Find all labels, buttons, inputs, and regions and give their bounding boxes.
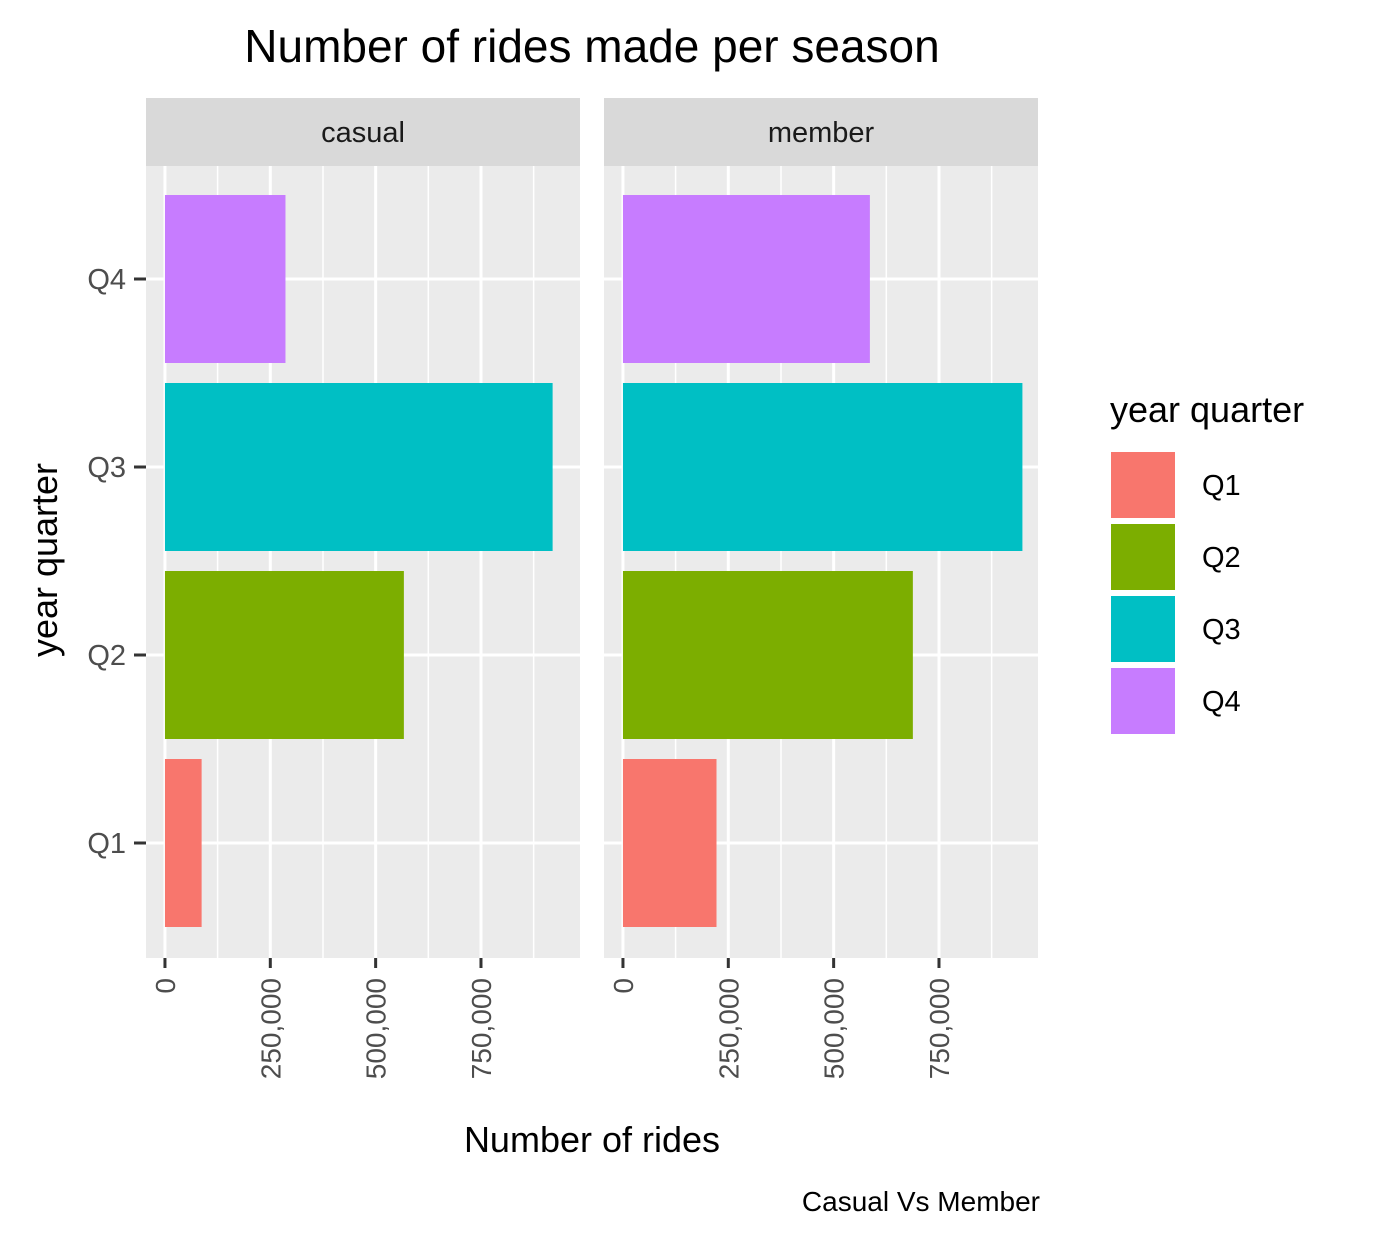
y-tick-label-Q3: Q3 (87, 452, 126, 484)
x-tick-label: 250,000 (713, 978, 744, 1079)
chart-title: Number of rides made per season (244, 20, 939, 72)
bar-casual-Q1 (164, 759, 202, 927)
legend-key-Q3 (1109, 594, 1177, 664)
x-axis-title: Number of rides (464, 1119, 720, 1160)
bar-member-Q3 (622, 383, 1023, 551)
y-tick-label-Q1: Q1 (87, 828, 126, 860)
bar-member-Q1 (622, 759, 717, 927)
x-tick-label: 500,000 (361, 978, 392, 1079)
bar-casual-Q2 (164, 571, 404, 739)
bar-member-Q2 (622, 571, 913, 739)
bar-casual-Q4 (164, 195, 286, 363)
legend-key-Q2 (1109, 522, 1177, 592)
x-tick-label: 0 (608, 978, 639, 994)
legend-key-Q1 (1109, 450, 1177, 520)
legend-key-Q4 (1109, 666, 1177, 736)
chart-caption: Casual Vs Member (802, 1186, 1040, 1217)
legend: year quarter Q1 Q2 Q3 Q4 (1109, 389, 1304, 736)
facet-panels: casual 0 250,000 500,000 750,000 member 0 250,0… (146, 98, 1038, 1079)
strip-background (604, 98, 1038, 166)
y-tick-label-Q4: Q4 (87, 264, 126, 296)
y-tick-label-Q2: Q2 (87, 640, 126, 672)
y-axis-title: year quarter (24, 463, 65, 657)
bar-member-Q4 (622, 195, 870, 363)
bar-casual-Q3 (164, 383, 553, 551)
strip-label-member: member (768, 117, 875, 149)
x-tick-label: 750,000 (466, 978, 497, 1079)
legend-label-Q4: Q4 (1202, 686, 1241, 718)
panel-casual: casual 0 250,000 500,000 750,000 (146, 98, 580, 1079)
x-tick-label: 250,000 (255, 978, 286, 1079)
panel-member: member 0 250,000 500,000 750,000 (604, 98, 1038, 1079)
legend-label-Q2: Q2 (1202, 542, 1241, 574)
legend-label-Q3: Q3 (1202, 614, 1241, 646)
legend-title: year quarter (1110, 389, 1304, 430)
x-tick-label: 0 (150, 978, 181, 994)
strip-label-casual: casual (321, 117, 405, 149)
x-tick-label: 500,000 (819, 978, 850, 1079)
legend-label-Q1: Q1 (1202, 470, 1241, 502)
y-axis: Q1 Q2 Q3 Q4 (87, 264, 146, 860)
x-tick-label: 750,000 (924, 978, 955, 1079)
strip-background (146, 98, 580, 166)
